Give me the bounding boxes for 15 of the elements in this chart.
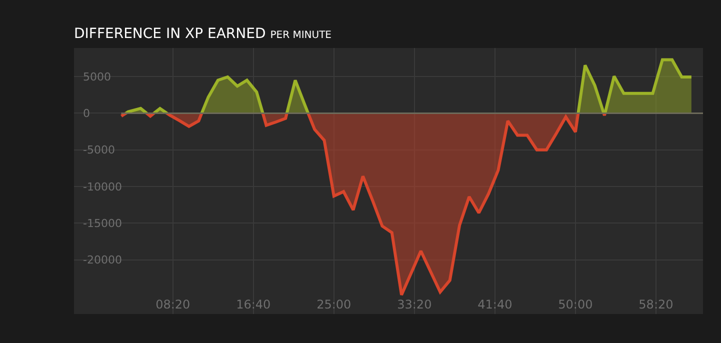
chart-subtitle: PER MINUTE — [270, 30, 332, 41]
x-tick-label: 33:20 — [397, 298, 432, 312]
x-tick-label: 58:20 — [638, 298, 674, 312]
y-tick-label: -5000 — [83, 144, 115, 157]
x-tick-label: 41:40 — [478, 298, 512, 312]
y-tick-label: -15000 — [83, 216, 122, 230]
x-tick-label: 25:00 — [316, 298, 352, 312]
x-tick-label: 16:40 — [236, 298, 271, 312]
y-tick-label: -10000 — [83, 180, 122, 194]
y-tick-label: -20000 — [83, 254, 122, 267]
y-tick-label: 5000 — [83, 70, 111, 84]
chart-title: DIFFERENCE IN XP EARNED — [74, 26, 266, 42]
x-tick-label: 50:00 — [558, 298, 593, 312]
x-tick-label: 08:20 — [156, 298, 190, 312]
y-tick-label: 0 — [83, 107, 90, 120]
